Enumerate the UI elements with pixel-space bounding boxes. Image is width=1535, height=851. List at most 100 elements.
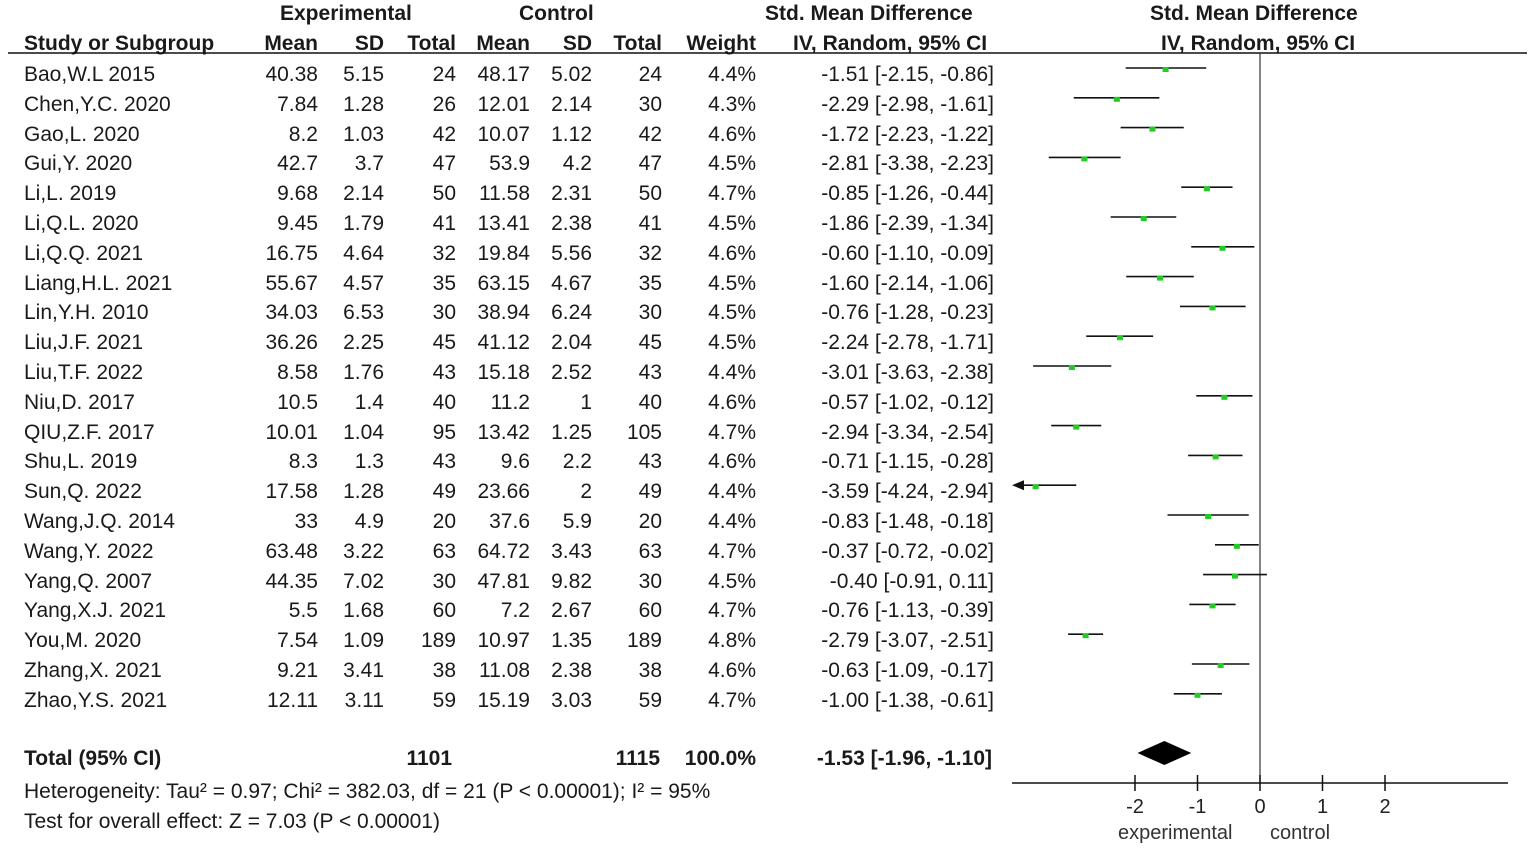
ctrl-sd: 5.56 <box>551 241 592 265</box>
exp-sd: 1.79 <box>343 212 384 235</box>
ctrl-mean: 41.12 <box>477 331 530 355</box>
exp-sd: 1.09 <box>343 629 384 653</box>
exp-sd: 2.25 <box>343 331 384 355</box>
smd-ci: -2.81 [-3.38, -2.23] <box>821 152 994 176</box>
study-name: Zhang,X. 2021 <box>24 659 162 682</box>
ctrl-sd: 5.9 <box>562 510 592 533</box>
ctrl-sd: 1.25 <box>551 420 592 444</box>
exp-sd: 4.9 <box>354 510 384 533</box>
ctrl-mean: 10.07 <box>477 122 530 146</box>
exp-sd: 1.76 <box>343 361 384 384</box>
plot-method-header: IV, Random, 95% CI <box>1161 32 1356 55</box>
exp-sd: 4.64 <box>343 241 384 265</box>
exp-total: 26 <box>432 92 456 116</box>
ctrl-mean: 64.72 <box>477 539 530 563</box>
exp-sd: 2.14 <box>343 182 384 206</box>
effect-point <box>1157 275 1163 281</box>
ctrl-mean: 15.19 <box>477 688 530 712</box>
exp-mean: 7.84 <box>277 92 318 116</box>
exp-total: 49 <box>432 480 456 504</box>
effect-point <box>1068 365 1075 370</box>
ctrl-sd: 1 <box>580 390 592 414</box>
effect-point <box>1140 216 1147 221</box>
exp-sd: 1.03 <box>343 122 384 146</box>
ctrl-total: 40 <box>638 390 662 414</box>
ctrl-total: 49 <box>638 480 662 504</box>
exp-total: 40 <box>432 390 456 414</box>
ctrl-total: 32 <box>638 241 662 265</box>
smd-ci: -3.59 [-4.24, -2.94] <box>821 480 994 504</box>
effect-point <box>1219 245 1226 251</box>
ctrl-sd: 1.35 <box>551 629 592 653</box>
smd-ci: -0.37 [-0.72, -0.02] <box>821 539 994 563</box>
weight: 4.6% <box>708 659 756 682</box>
smd-ci: -2.29 [-2.98, -1.61] <box>821 92 994 116</box>
axis-label-experimental: experimental <box>1118 822 1233 844</box>
weight: 4.4% <box>708 361 756 384</box>
ctrl-total: 43 <box>638 361 662 384</box>
effect-point <box>1221 394 1228 400</box>
exp-mean: 9.21 <box>277 659 318 682</box>
smd-ci: -3.01 [-3.63, -2.38] <box>821 361 994 384</box>
effect-point <box>1194 692 1201 698</box>
exp-mean: 55.67 <box>265 271 318 295</box>
ctrl-mean: 37.6 <box>489 510 530 533</box>
exp-mean: 33 <box>294 510 318 533</box>
exp-total: 189 <box>420 629 456 653</box>
ctrl-mean: 12.01 <box>477 92 530 116</box>
exp-total: 42 <box>432 122 456 146</box>
smd-ci: -0.40 [-0.91, 0.11] <box>829 569 994 593</box>
ctrl-sd: 2.04 <box>551 331 592 355</box>
smd-ci: -0.76 [-1.28, -0.23] <box>821 301 994 325</box>
weight: 4.5% <box>708 569 756 593</box>
exp-mean: 7.54 <box>277 629 318 653</box>
weight: 4.5% <box>708 331 756 355</box>
exp-total: 47 <box>432 152 456 176</box>
ctrl-sd: 4.67 <box>551 271 592 295</box>
total-ci: -1.53 [-1.96, -1.10] <box>816 747 992 770</box>
exp-mean: 8.58 <box>277 361 318 384</box>
ci-arrow <box>1012 480 1024 491</box>
ctrl-sd: 2.2 <box>562 450 592 474</box>
exp-sd: 3.7 <box>354 152 384 176</box>
total-ctrl-n: 1115 <box>615 747 660 770</box>
smd-ci: -1.86 [-2.39, -1.34] <box>821 212 994 235</box>
ctrl-sd: 2.52 <box>551 361 592 384</box>
exp-total: 63 <box>432 539 456 563</box>
smd-ci: -0.63 [-1.09, -0.17] <box>821 659 994 682</box>
weight: 4.7% <box>708 539 756 563</box>
study-name: Liang,H.L. 2021 <box>24 271 173 295</box>
x-tick-label: 0 <box>1254 796 1265 818</box>
ctrl-total: 20 <box>638 510 662 533</box>
study-column-header: Study or Subgroup <box>24 32 215 55</box>
exp-sd: 1.3 <box>354 450 384 474</box>
ctrl-sd: 5.02 <box>551 63 592 86</box>
ctrl-sd: 2.67 <box>551 599 592 623</box>
effect-point <box>1081 156 1088 162</box>
ctrl-total: 35 <box>638 271 662 295</box>
weight: 4.7% <box>708 420 756 444</box>
exp-sd: 1.04 <box>343 420 384 444</box>
ctrl-total: 30 <box>638 301 662 325</box>
ctrl-mean: 38.94 <box>477 301 530 325</box>
exp-mean: 8.3 <box>288 450 318 474</box>
exp-sd: 7.02 <box>343 569 384 593</box>
ctrl-mean: 13.41 <box>477 212 530 235</box>
study-name: Liu,T.F. 2022 <box>24 361 144 384</box>
smd-ci: -0.76 [-1.13, -0.39] <box>821 599 994 623</box>
exp-mean: 9.68 <box>277 182 318 206</box>
smd-ci: -0.60 [-1.10, -0.09] <box>821 241 994 265</box>
ctrl-total: 30 <box>638 92 662 116</box>
smd-ci: -2.79 [-3.07, -2.51] <box>821 629 994 653</box>
weight: 4.4% <box>708 510 756 533</box>
effect-point <box>1233 543 1240 549</box>
total-exp-n: 1101 <box>406 747 452 770</box>
study-name: Gui,Y. 2020 <box>24 152 133 176</box>
ctrl-sd: 9.82 <box>551 569 592 593</box>
effect-point <box>1217 663 1224 668</box>
exp-total: 30 <box>432 301 456 325</box>
smd-ci: -1.60 [-2.14, -1.06] <box>821 271 994 295</box>
ctrl-sd: 4.2 <box>562 152 592 176</box>
ctrl-total: 50 <box>638 182 662 206</box>
exp-total: 30 <box>432 569 456 593</box>
